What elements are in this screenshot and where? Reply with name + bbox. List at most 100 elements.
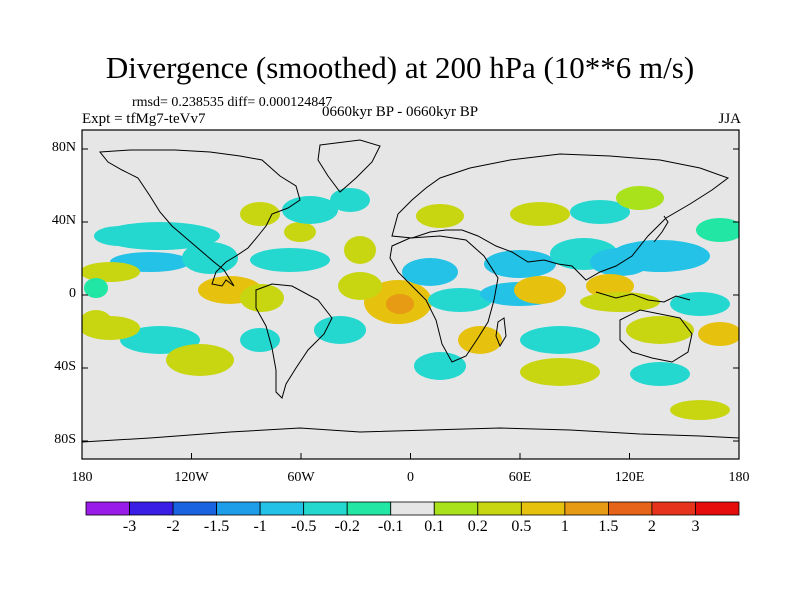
- positive-divergence-region: [514, 276, 566, 304]
- colorbar-label: 0.1: [424, 518, 445, 535]
- colorbar-swatch: [433, 501, 479, 516]
- colorbar-label: 0.5: [511, 518, 532, 535]
- colorbar-label: 1: [560, 518, 569, 535]
- colorbar-swatch: [695, 501, 740, 516]
- colorbar-label: 0.2: [467, 518, 488, 535]
- positive-divergence-region: [338, 272, 382, 300]
- positive-divergence-region: [416, 204, 464, 228]
- negative-divergence-region: [520, 326, 600, 354]
- colorbar-swatch: [477, 501, 522, 516]
- positive-divergence-region: [510, 202, 570, 226]
- positive-divergence-region: [82, 262, 140, 282]
- colorbar-label: -0.1: [378, 518, 404, 535]
- negative-divergence-region: [402, 258, 458, 286]
- positive-divergence-region: [166, 344, 234, 376]
- x-tick-label: 60E: [508, 470, 532, 485]
- positive-divergence-region: [458, 326, 502, 354]
- experiment-label: Expt = tfMg7-teVv7: [82, 111, 206, 127]
- positive-divergence-region: [580, 292, 660, 312]
- negative-divergence-region: [282, 196, 338, 224]
- colorbar-label: -1.5: [203, 518, 230, 535]
- negative-divergence-region: [330, 188, 370, 212]
- divergence-field: [82, 186, 739, 420]
- negative-divergence-region: [696, 218, 739, 242]
- positive-divergence-region: [386, 294, 414, 314]
- positive-divergence-region: [344, 236, 376, 264]
- positive-divergence-region: [626, 316, 694, 344]
- positive-divergence-region: [284, 222, 316, 242]
- positive-divergence-region: [240, 202, 280, 226]
- x-tick-label: 120W: [174, 470, 209, 485]
- colorbar-label: 3: [691, 518, 700, 535]
- negative-divergence-region: [428, 288, 492, 312]
- negative-divergence-region: [414, 352, 466, 380]
- colorbar-swatch: [651, 501, 696, 516]
- colorbar-label: 1.5: [598, 518, 619, 535]
- period-label: 0660kyr BP - 0660kyr BP: [322, 104, 479, 120]
- negative-divergence-region: [94, 226, 146, 246]
- negative-divergence-region: [610, 240, 710, 272]
- colorbar-swatch: [346, 501, 392, 516]
- x-tick-label: 120E: [614, 470, 645, 485]
- colorbar-label: 2: [647, 518, 656, 535]
- x-tick-label: 180: [728, 470, 750, 485]
- coast-indonesia: [595, 291, 691, 303]
- coast-africa: [389, 235, 499, 363]
- negative-divergence-region: [484, 250, 556, 278]
- positive-divergence-region: [698, 322, 739, 346]
- colorbar: [85, 501, 740, 516]
- map-panel: [82, 130, 739, 459]
- positive-divergence-region: [616, 186, 664, 210]
- coast-australia: [619, 309, 693, 363]
- colorbar-swatch: [172, 501, 217, 516]
- negative-divergence-region: [670, 292, 730, 316]
- colorbar-swatch: [129, 501, 174, 516]
- colorbar-label: -2: [166, 518, 180, 535]
- positive-divergence-region: [520, 358, 600, 386]
- colorbar-swatch: [608, 501, 653, 516]
- colorbar-label: -0.2: [334, 518, 360, 535]
- y-tick-label: 0: [69, 286, 76, 301]
- stats-text: rmsd= 0.238535 diff= 0.000124847: [132, 95, 333, 110]
- colorbar-swatch: [520, 501, 566, 516]
- colorbar-swatch: [564, 501, 609, 516]
- plot-title: Divergence (smoothed) at 200 hPa (10**6 …: [105, 50, 695, 85]
- positive-divergence-region: [82, 310, 112, 334]
- coast-madagascar: [495, 317, 507, 348]
- coast-japan: [653, 215, 669, 243]
- positive-divergence-region: [240, 284, 284, 312]
- x-tick-label: 60W: [287, 470, 315, 485]
- y-tick-label: 40S: [54, 359, 76, 374]
- negative-divergence-region: [120, 326, 200, 354]
- negative-divergence-region: [570, 200, 630, 224]
- coast-south-america: [255, 283, 333, 399]
- y-tick-label: 80S: [54, 432, 76, 447]
- season-label: JJA: [718, 111, 741, 127]
- positive-divergence-region: [586, 274, 634, 298]
- colorbar-swatch: [390, 501, 435, 516]
- colorbar-swatch: [85, 501, 130, 516]
- y-tick-label: 40N: [51, 213, 76, 228]
- colorbar-label: -1: [253, 518, 267, 535]
- coast-greenland: [317, 139, 381, 193]
- colorbar-label: -3: [122, 518, 137, 535]
- y-tick-label: 80N: [51, 140, 76, 155]
- coast-north-america: [99, 149, 301, 287]
- axis-ticks: [81, 148, 740, 459]
- colorbar-label: -0.5: [290, 518, 317, 535]
- coast-eurasia: [391, 153, 730, 281]
- negative-divergence-region: [240, 328, 280, 352]
- x-tick-label: 0: [407, 470, 414, 485]
- negative-divergence-region: [84, 278, 108, 298]
- positive-divergence-region: [670, 400, 730, 420]
- negative-divergence-region: [250, 248, 330, 272]
- colorbar-swatch: [303, 501, 348, 516]
- x-tick-label: 180: [71, 470, 93, 485]
- colorbar-swatch: [216, 501, 261, 516]
- negative-divergence-region: [630, 362, 690, 386]
- coast-antarctica: [82, 427, 739, 443]
- negative-divergence-region: [314, 316, 366, 344]
- colorbar-swatch: [259, 501, 305, 516]
- coastlines: [82, 139, 739, 443]
